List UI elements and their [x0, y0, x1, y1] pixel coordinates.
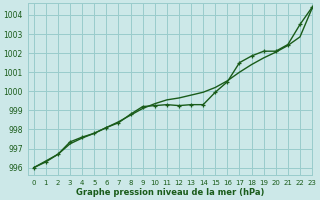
X-axis label: Graphe pression niveau de la mer (hPa): Graphe pression niveau de la mer (hPa) — [76, 188, 264, 197]
